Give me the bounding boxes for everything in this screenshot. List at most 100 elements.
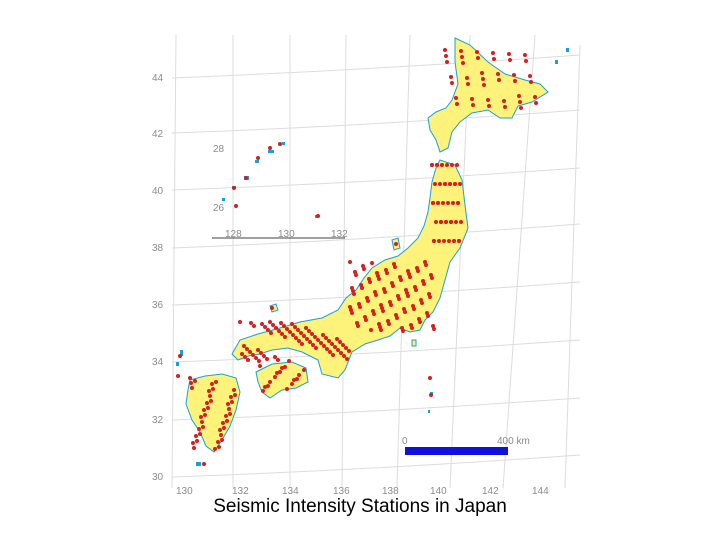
- lat-label-40: 40: [152, 186, 164, 197]
- station-marker: [269, 331, 273, 335]
- station-marker: [232, 388, 236, 392]
- station-marker: [195, 439, 199, 443]
- station-marker: [197, 427, 201, 431]
- station-marker: [455, 163, 459, 167]
- station-marker: [245, 347, 249, 351]
- station-marker: [344, 346, 348, 350]
- station-marker: [451, 201, 455, 205]
- station-marker: [382, 287, 386, 291]
- station-marker: [388, 300, 392, 304]
- station-marker: [217, 445, 221, 449]
- station-marker: [254, 356, 258, 360]
- station-marker: [222, 426, 226, 430]
- station-marker: [339, 351, 343, 355]
- station-marker: [445, 60, 449, 64]
- station-marker: [191, 441, 195, 445]
- station-marker: [270, 306, 274, 310]
- station-marker: [216, 440, 220, 444]
- station-marker: [432, 239, 436, 243]
- station-marker: [454, 220, 458, 224]
- station-marker: [279, 321, 283, 325]
- station-markers: [176, 48, 538, 466]
- station-marker: [434, 220, 438, 224]
- station-marker: [430, 163, 434, 167]
- station-marker: [513, 79, 517, 83]
- station-marker: [238, 320, 242, 324]
- station-marker: [260, 322, 264, 326]
- station-marker: [417, 317, 421, 321]
- station-marker: [225, 419, 229, 423]
- station-marker: [266, 328, 270, 332]
- station-marker: [311, 343, 315, 347]
- station-marker: [276, 358, 280, 362]
- station-marker: [302, 334, 306, 338]
- station-marker: [363, 315, 367, 319]
- lat-label-36: 36: [152, 300, 164, 311]
- station-marker: [202, 462, 206, 466]
- station-marker: [487, 104, 491, 108]
- station-marker: [278, 370, 282, 374]
- station-marker: [308, 340, 312, 344]
- station-marker: [283, 365, 287, 369]
- station-marker: [233, 393, 237, 397]
- station-marker: [348, 260, 352, 264]
- station-marker: [508, 58, 512, 62]
- station-marker: [263, 325, 267, 329]
- station-marker: [392, 262, 396, 266]
- station-marker: [240, 352, 244, 356]
- station-marker: [190, 386, 194, 390]
- station-marker: [449, 75, 453, 79]
- station-marker: [327, 339, 331, 343]
- station-marker: [433, 182, 437, 186]
- station-marker: [502, 99, 506, 103]
- station-marker: [342, 354, 346, 358]
- station-marker: [394, 242, 398, 246]
- station-marker: [456, 201, 460, 205]
- station-marker: [476, 56, 480, 60]
- honshu: [231, 159, 469, 379]
- station-marker: [448, 182, 452, 186]
- station-marker: [390, 281, 394, 285]
- station-marker: [482, 83, 486, 87]
- station-marker: [450, 81, 454, 85]
- station-marker: [213, 447, 217, 451]
- scale-start-label: 0: [402, 436, 408, 447]
- station-marker: [409, 323, 413, 327]
- hokkaido: [427, 37, 549, 153]
- station-marker: [371, 309, 375, 313]
- station-marker: [273, 355, 277, 359]
- station-marker: [425, 311, 429, 315]
- station-marker: [283, 335, 287, 339]
- scale-bar-rect: [405, 447, 508, 455]
- station-marker: [296, 328, 300, 332]
- station-marker: [211, 387, 215, 391]
- shikoku: [255, 361, 309, 399]
- station-marker: [466, 82, 470, 86]
- map-caption: Seismic Intensity Stations in Japan: [213, 496, 507, 517]
- station-marker: [384, 268, 388, 272]
- station-marker: [446, 201, 450, 205]
- station-marker: [394, 313, 398, 317]
- station-marker: [435, 163, 439, 167]
- station-marker: [379, 303, 383, 307]
- station-marker: [507, 52, 511, 56]
- station-marker: [262, 354, 266, 358]
- station-marker: [302, 368, 306, 372]
- station-marker: [518, 100, 522, 104]
- station-marker: [455, 102, 459, 106]
- station-marker: [219, 433, 223, 437]
- station-marker: [218, 428, 222, 432]
- station-marker: [252, 324, 256, 328]
- lat-label-42: 42: [152, 129, 164, 140]
- station-marker: [503, 105, 507, 109]
- station-marker: [314, 346, 318, 350]
- station-marker: [347, 349, 351, 353]
- scale-end-label: 400 km: [497, 436, 530, 447]
- station-marker: [336, 348, 340, 352]
- station-marker: [475, 50, 479, 54]
- station-marker: [481, 77, 485, 81]
- station-marker: [325, 347, 329, 351]
- station-marker: [227, 407, 231, 411]
- station-marker: [454, 96, 458, 100]
- station-marker: [359, 283, 363, 287]
